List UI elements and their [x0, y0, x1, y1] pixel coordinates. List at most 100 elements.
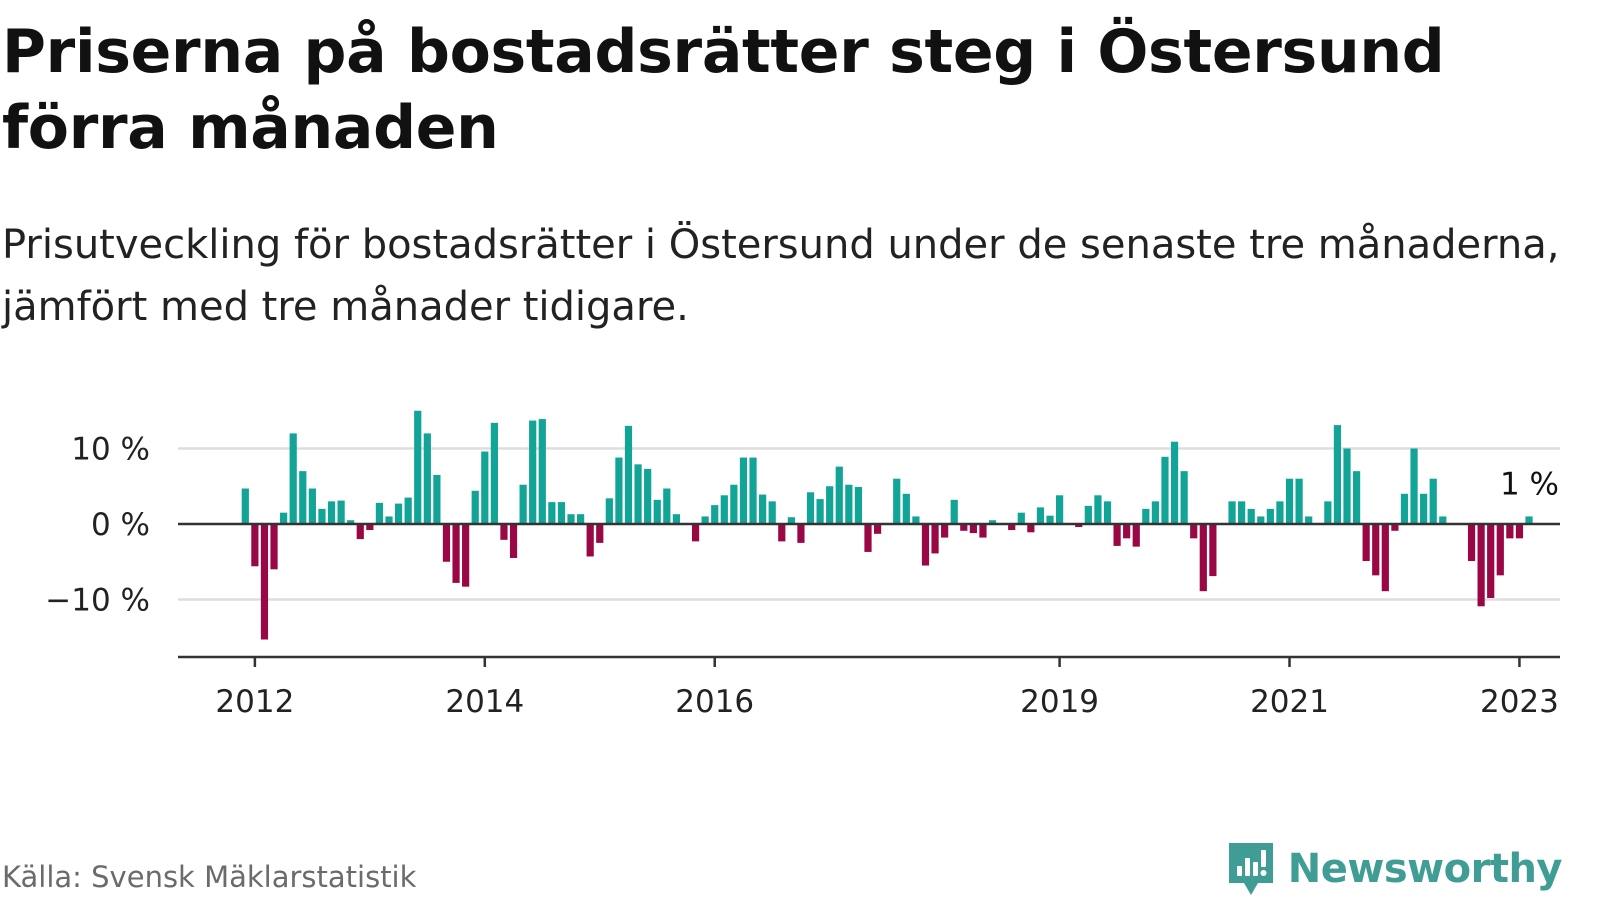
bar-115 — [1343, 448, 1351, 524]
bar-35 — [577, 514, 585, 524]
bar-53 — [749, 457, 757, 524]
bar-chart: 10 % 0 % −10 % 2012 2014 2016 2019 2021 2023 1 % — [45, 410, 1560, 720]
chart-subtitle: Prisutveckling för bostadsrätter i Öster… — [2, 222, 1560, 330]
bar-31 — [538, 419, 546, 524]
bar-5 — [289, 433, 297, 524]
bar-121 — [1400, 493, 1409, 524]
bar-91 — [1113, 524, 1121, 546]
bar-122 — [1410, 448, 1418, 524]
bar-131 — [1496, 524, 1504, 576]
bar-105 — [1247, 508, 1255, 524]
source-note: Källa: Svensk Mäklarstatistik — [2, 860, 417, 894]
bar-81 — [1017, 512, 1025, 524]
x-tick-label-0: 2012 — [215, 684, 294, 720]
bar-51 — [730, 484, 738, 524]
bar-29 — [519, 484, 527, 524]
bar-38 — [605, 498, 613, 524]
bar-30 — [529, 420, 537, 524]
bar-97 — [1170, 441, 1179, 524]
bar-15 — [385, 516, 393, 524]
bar-13 — [366, 524, 374, 531]
bar-118 — [1372, 524, 1380, 576]
bar-72 — [931, 524, 939, 554]
bar-119 — [1381, 524, 1389, 592]
brand-name: Newsworthy — [1287, 846, 1563, 892]
bar-133 — [1515, 524, 1524, 539]
bar-4 — [280, 512, 288, 524]
bar-88 — [1084, 505, 1092, 524]
bar-60 — [816, 499, 824, 524]
bar-114 — [1333, 425, 1342, 524]
bar-134 — [1525, 516, 1533, 524]
bar-110 — [1295, 478, 1303, 524]
bar-113 — [1324, 501, 1332, 524]
bar-28 — [509, 524, 518, 558]
bar-58 — [797, 524, 805, 543]
bar-16 — [394, 503, 403, 524]
bar-11 — [347, 520, 355, 524]
y-tick-label-0: 10 % — [71, 432, 150, 468]
bar-54 — [759, 494, 767, 524]
bar-103 — [1228, 501, 1236, 524]
bar-33 — [557, 502, 566, 524]
bar-8 — [318, 508, 326, 524]
bar-1 — [251, 524, 259, 567]
bar-21 — [442, 524, 451, 562]
bar-12 — [356, 524, 364, 540]
bar-85 — [1056, 495, 1064, 524]
newsworthy-logo-icon — [1228, 843, 1273, 895]
bar-89 — [1094, 495, 1102, 524]
bar-7 — [308, 488, 316, 524]
bar-59 — [806, 492, 815, 524]
bar-34 — [567, 514, 575, 524]
bar-106 — [1257, 516, 1265, 524]
bar-116 — [1352, 471, 1361, 524]
bar-123 — [1420, 493, 1428, 524]
bar-55 — [768, 501, 776, 524]
bar-108 — [1276, 501, 1284, 524]
brand-logo[interactable]: Newsworthy — [1226, 840, 1563, 898]
chart-title: Priserna på bostadsrätter steg i Östersu… — [2, 17, 1445, 163]
bar-69 — [902, 493, 910, 524]
bar-14 — [375, 502, 384, 524]
x-tick-label-4: 2021 — [1250, 684, 1329, 720]
bar-61 — [826, 486, 834, 524]
bar-74 — [950, 499, 958, 524]
end-value-label: 1 % — [1500, 466, 1559, 502]
bar-2 — [260, 524, 269, 640]
bar-73 — [941, 524, 949, 538]
bar-27 — [500, 524, 508, 540]
bar-83 — [1036, 507, 1045, 524]
bar-107 — [1266, 508, 1274, 524]
bar-3 — [270, 524, 278, 570]
bar-132 — [1506, 524, 1514, 539]
bar-17 — [404, 497, 412, 524]
bar-43 — [653, 499, 661, 524]
x-tick-label-5: 2023 — [1480, 684, 1559, 720]
bar-62 — [835, 466, 843, 524]
bar-130 — [1487, 524, 1495, 598]
bar-94 — [1142, 508, 1150, 524]
bar-129 — [1477, 524, 1485, 607]
bar-111 — [1305, 516, 1313, 524]
bar-24 — [471, 490, 479, 524]
bar-32 — [548, 502, 556, 524]
bar-84 — [1046, 515, 1054, 524]
bar-50 — [720, 495, 728, 524]
bar-52 — [739, 457, 748, 524]
y-tick-label-2: −10 % — [45, 583, 150, 619]
bar-128 — [1467, 524, 1476, 561]
x-tick-label-1: 2014 — [445, 684, 524, 720]
bar-101 — [1209, 524, 1217, 577]
bar-63 — [845, 484, 853, 524]
bar-20 — [433, 474, 441, 524]
bar-45 — [672, 514, 680, 524]
bar-37 — [596, 524, 604, 543]
bar-65 — [864, 524, 872, 552]
bar-104 — [1238, 501, 1246, 524]
bar-92 — [1123, 524, 1131, 539]
y-tick-label-1: 0 % — [91, 507, 150, 543]
bar-124 — [1429, 478, 1437, 524]
bar-120 — [1391, 524, 1399, 531]
bar-6 — [299, 471, 307, 524]
